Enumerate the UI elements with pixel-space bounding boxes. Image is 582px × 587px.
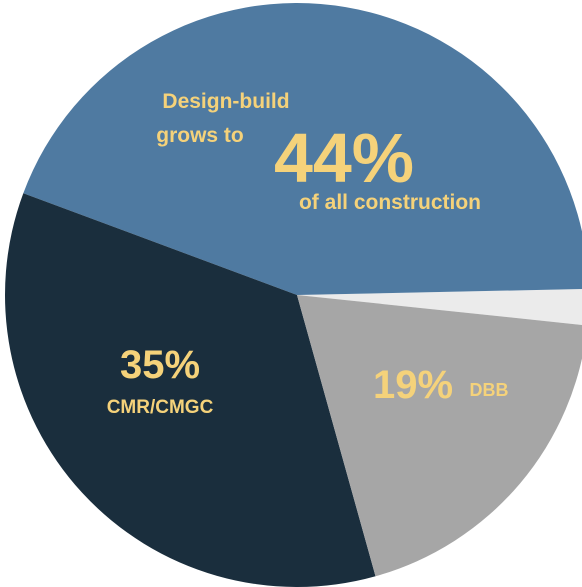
label-dbb-name: DBB (470, 380, 509, 400)
pie-slice-design-build (23, 2, 582, 295)
pie-slice-dbb (297, 295, 582, 577)
pie-slice-other (297, 289, 582, 325)
label-dbb-percent: 19% (373, 363, 453, 407)
label-design-build-line2: grows to (156, 124, 244, 147)
label-design-build-line1: Design-build (162, 90, 289, 113)
label-design-build-percent: 44% (274, 119, 414, 197)
label-cmr-percent: 35% (120, 343, 200, 387)
label-cmr-name: CMR/CMGC (107, 397, 214, 418)
pie-slice-cmr (4, 193, 376, 587)
pie-slices (4, 2, 582, 587)
label-design-build-line3: of all construction (299, 191, 481, 214)
